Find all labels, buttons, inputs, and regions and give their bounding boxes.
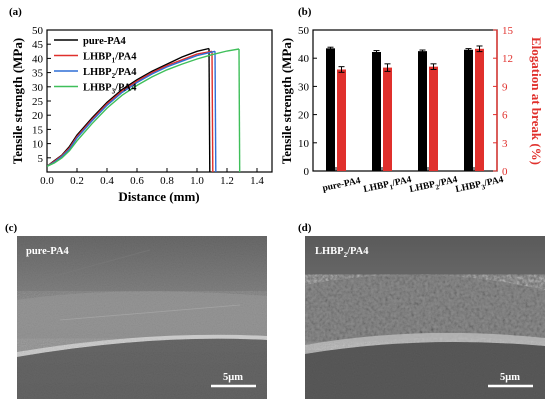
chart-b-ytick-right-label: 15	[502, 25, 514, 37]
chart-b-ytick-right-label: 0	[502, 166, 508, 178]
sem-image-d: LHBP2/PA4 5μm	[305, 236, 545, 399]
chart-a: 0.0 0.2 0.4 0.6 0.8 1.0 1.2 1.4 5 10 15 20 25 30 35 40 4…	[10, 25, 273, 204]
panel-label-d: (d)	[298, 222, 312, 234]
chart-b-ytick-left-label: 20	[298, 110, 310, 122]
chart-a-lines	[47, 47, 241, 172]
chart-a-xtick-label: 1.0	[190, 175, 204, 187]
chart-a-xtick-label: 0.4	[100, 175, 114, 187]
chart-a-ylabel: Tensile strength (MPa)	[10, 38, 25, 164]
chart-a-xtick-label: 0.2	[70, 175, 84, 187]
sem-image-c: pure-PA4 5μm	[17, 236, 267, 399]
chart-b-ytick-right-label: 6	[502, 110, 508, 122]
chart-b-ytick-left-label: 40	[298, 53, 310, 65]
chart-a-xlabel: Distance (mm)	[118, 189, 199, 204]
chart-b-ylabel-left: Tensile strength (MPa)	[279, 38, 294, 164]
chart-b-bar-strength	[464, 49, 473, 171]
chart-b-bar-strength	[326, 48, 335, 171]
chart-a-xtick-label: 1.2	[220, 175, 234, 187]
chart-a-legend-label: pure-PA4	[83, 36, 127, 47]
chart-a-series-break-0	[208, 48, 211, 172]
chart-b-bars	[326, 45, 484, 171]
chart-b-ticks: 0 10 20 30 40 50 0 3 6 9 12 15	[298, 25, 514, 178]
chart-b-category-label: LHBP2/PA4	[409, 175, 459, 197]
chart-a-series-line-3	[47, 48, 240, 167]
chart-a-legend: pure-PA4 LHBP1/PA4 LHBP2/PA4 LHBP3/PA4	[54, 36, 137, 96]
sem-c-label: pure-PA4	[26, 246, 70, 257]
chart-b-ytick-right-label: 3	[502, 138, 508, 150]
chart-b-bar-strength	[372, 51, 381, 171]
chart-b-ylabel-right: Elogation at break (%)	[529, 37, 544, 165]
panel-label-b: (b)	[298, 6, 312, 18]
chart-b-category-label: LHBP3/PA4	[455, 175, 505, 197]
chart-b-ytick-right-label: 9	[502, 81, 508, 93]
chart-b-bar-elongation	[429, 66, 438, 171]
chart-a-series-line-2	[47, 50, 216, 167]
sem-c-scale-text: 5μm	[223, 372, 243, 383]
chart-b-category-label: pure-PA4	[322, 176, 362, 194]
chart-b-bar-elongation	[337, 69, 346, 171]
chart-a-legend-label: LHBP2/PA4	[83, 67, 137, 80]
chart-a-ytick-label: 20	[32, 110, 44, 122]
chart-a-series-break-3	[238, 48, 241, 172]
chart-a-ytick-label: 5	[38, 153, 44, 165]
chart-a-frame	[46, 29, 273, 173]
panel-label-a: (a)	[9, 6, 22, 18]
chart-a-xtick-label: 1.4	[250, 175, 264, 187]
chart-a-xtick-label: 0.0	[40, 175, 54, 187]
sem-d-label: LHBP2/PA4	[315, 246, 369, 259]
chart-b-ytick-left-label: 30	[298, 81, 310, 93]
chart-a-ytick-label: 50	[32, 25, 44, 37]
chart-a-ytick-label: 45	[32, 39, 44, 51]
chart-b-ytick-right-label: 12	[502, 53, 513, 65]
chart-b-ytick-left-label: 0	[304, 166, 310, 178]
chart-a-legend-label: LHBP1/PA4	[83, 52, 137, 65]
chart-a-xtick-label: 0.6	[130, 175, 144, 187]
chart-b-bar-strength	[418, 51, 427, 171]
chart-a-series-break-2	[214, 51, 217, 172]
chart-a-ytick-label: 40	[32, 53, 44, 65]
chart-a-ytick-label: 25	[32, 96, 44, 108]
chart-a-series-break-1	[211, 51, 214, 172]
chart-b-category-label: LHBP1/PA4	[363, 175, 413, 197]
chart-b-bar-elongation	[383, 67, 392, 171]
chart-b-ytick-left-label: 10	[298, 138, 310, 150]
chart-a-ytick-label: 10	[32, 139, 44, 151]
chart-b-bar-elongation	[475, 48, 484, 171]
chart-a-ticks: 0.0 0.2 0.4 0.6 0.8 1.0 1.2 1.4 5 10 15 20 25 30 35 40 4…	[32, 25, 264, 187]
chart-a-ytick-label: 15	[32, 124, 44, 136]
chart-a-series-line-1	[47, 50, 213, 167]
panel-label-c: (c)	[5, 222, 18, 234]
chart-a-xtick-label: 0.8	[160, 175, 174, 187]
sem-d-scale-text: 5μm	[500, 372, 520, 383]
chart-a-ytick-label: 30	[32, 82, 44, 94]
chart-a-legend-label: LHBP3/PA4	[83, 83, 137, 96]
chart-b-ytick-left-label: 50	[298, 25, 310, 37]
chart-a-ytick-label: 35	[32, 68, 44, 80]
